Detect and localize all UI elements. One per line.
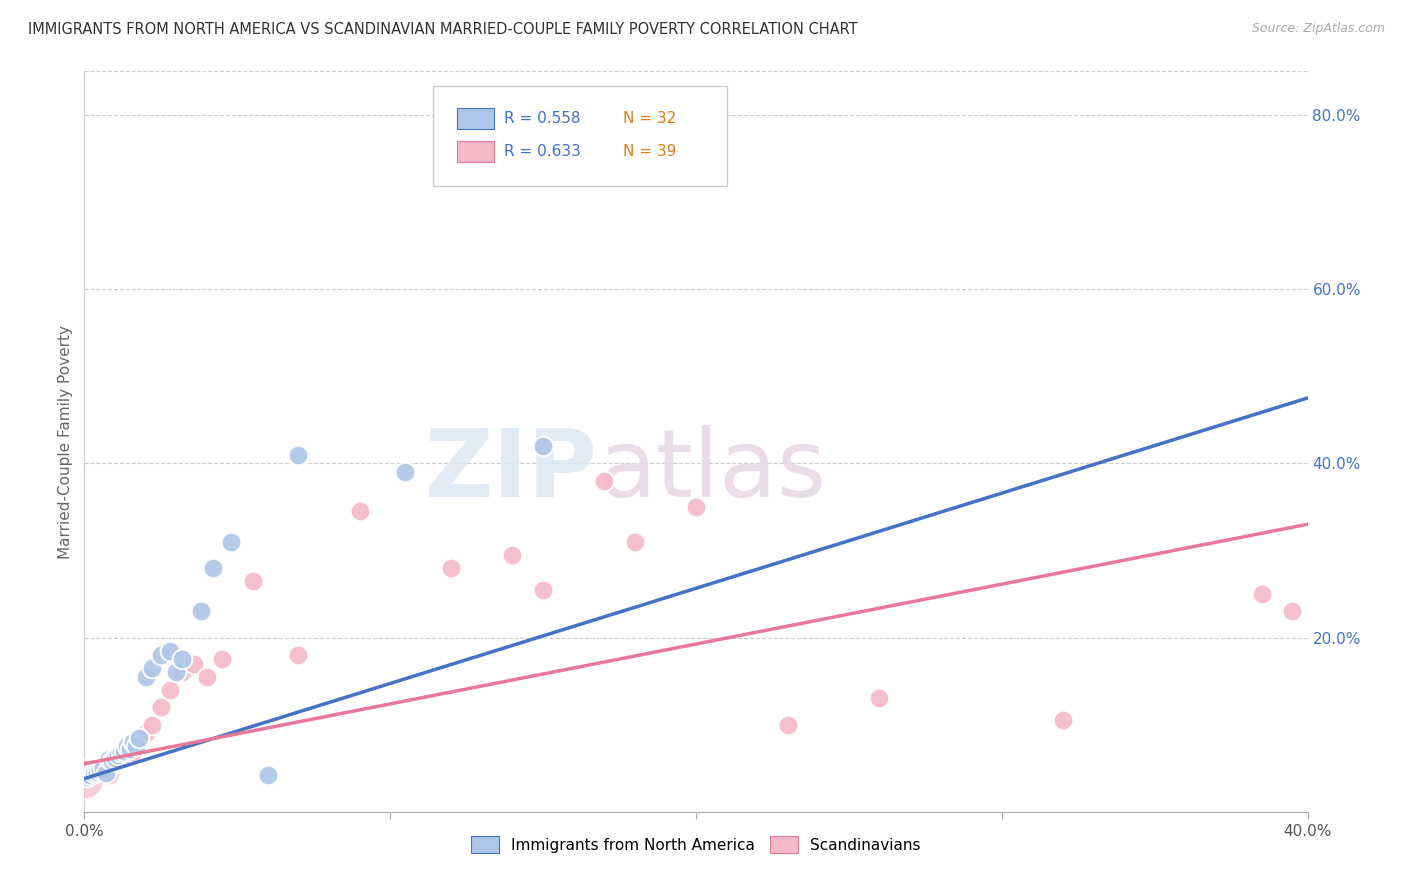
Point (94, 765, 117, 780)
Point (1250, 587, 1272, 601)
Point (91, 761, 114, 775)
Point (141, 661, 163, 675)
Point (122, 746, 145, 760)
Point (83, 766, 105, 780)
Point (125, 739, 148, 754)
Point (440, 561, 463, 575)
Point (242, 574, 264, 588)
Point (624, 534, 647, 549)
Point (531, 582, 554, 597)
Point (257, 768, 280, 782)
Point (83, 766, 105, 780)
Point (110, 750, 132, 764)
Point (593, 474, 616, 488)
Point (183, 657, 205, 671)
Point (101, 756, 124, 771)
Point (201, 561, 224, 575)
Point (287, 448, 309, 462)
Point (128, 731, 150, 745)
Point (89, 763, 111, 777)
FancyBboxPatch shape (457, 109, 494, 129)
Point (76, 770, 98, 784)
Point (79, 768, 101, 782)
Point (195, 670, 218, 684)
Point (97, 752, 120, 766)
Text: R = 0.558: R = 0.558 (503, 112, 581, 127)
Point (776, 717, 799, 731)
Point (101, 754, 124, 768)
Point (104, 750, 127, 764)
Point (112, 749, 135, 764)
Point (172, 665, 194, 680)
Point (219, 534, 242, 549)
Point (172, 652, 194, 666)
Point (112, 744, 135, 758)
Y-axis label: Married-Couple Family Poverty: Married-Couple Family Poverty (58, 325, 73, 558)
Point (135, 670, 157, 684)
Point (110, 746, 132, 760)
Point (122, 735, 145, 749)
Text: Source: ZipAtlas.com: Source: ZipAtlas.com (1251, 22, 1385, 36)
Point (1052, 713, 1074, 727)
Point (79, 768, 101, 782)
Point (149, 700, 172, 714)
Point (73, 772, 96, 786)
Point (531, 439, 554, 453)
Point (86, 764, 108, 779)
Point (86, 764, 108, 779)
Point (149, 648, 172, 662)
Point (287, 648, 309, 662)
Point (107, 752, 129, 766)
Point (89, 763, 111, 777)
Point (190, 604, 212, 618)
Text: atlas: atlas (598, 425, 827, 517)
Point (115, 739, 138, 754)
Text: R = 0.633: R = 0.633 (503, 144, 581, 159)
Point (91, 761, 114, 775)
Point (104, 754, 127, 768)
Point (120, 742, 142, 756)
Point (128, 735, 150, 749)
Point (115, 748, 138, 763)
Point (94, 759, 117, 773)
Text: ZIP: ZIP (425, 425, 598, 517)
FancyBboxPatch shape (457, 141, 494, 161)
Point (211, 652, 233, 666)
Point (107, 748, 129, 763)
Point (1281, 604, 1303, 618)
Text: N = 39: N = 39 (623, 144, 676, 159)
Point (654, 152, 676, 166)
Point (97, 768, 120, 782)
Point (135, 726, 157, 740)
Point (141, 717, 163, 731)
Point (165, 665, 187, 680)
Point (76, 770, 98, 784)
Legend: Immigrants from North America, Scandinavians: Immigrants from North America, Scandinav… (465, 830, 927, 860)
Point (349, 504, 371, 518)
Point (159, 682, 181, 697)
Point (159, 643, 181, 657)
Text: IMMIGRANTS FROM NORTH AMERICA VS SCANDINAVIAN MARRIED-COUPLE FAMILY POVERTY CORR: IMMIGRANTS FROM NORTH AMERICA VS SCANDIN… (28, 22, 858, 37)
Point (869, 691, 891, 706)
Point (120, 744, 142, 758)
Point (394, 465, 416, 479)
Point (502, 548, 524, 562)
FancyBboxPatch shape (433, 87, 727, 186)
Point (685, 500, 707, 514)
Text: N = 32: N = 32 (623, 112, 676, 127)
